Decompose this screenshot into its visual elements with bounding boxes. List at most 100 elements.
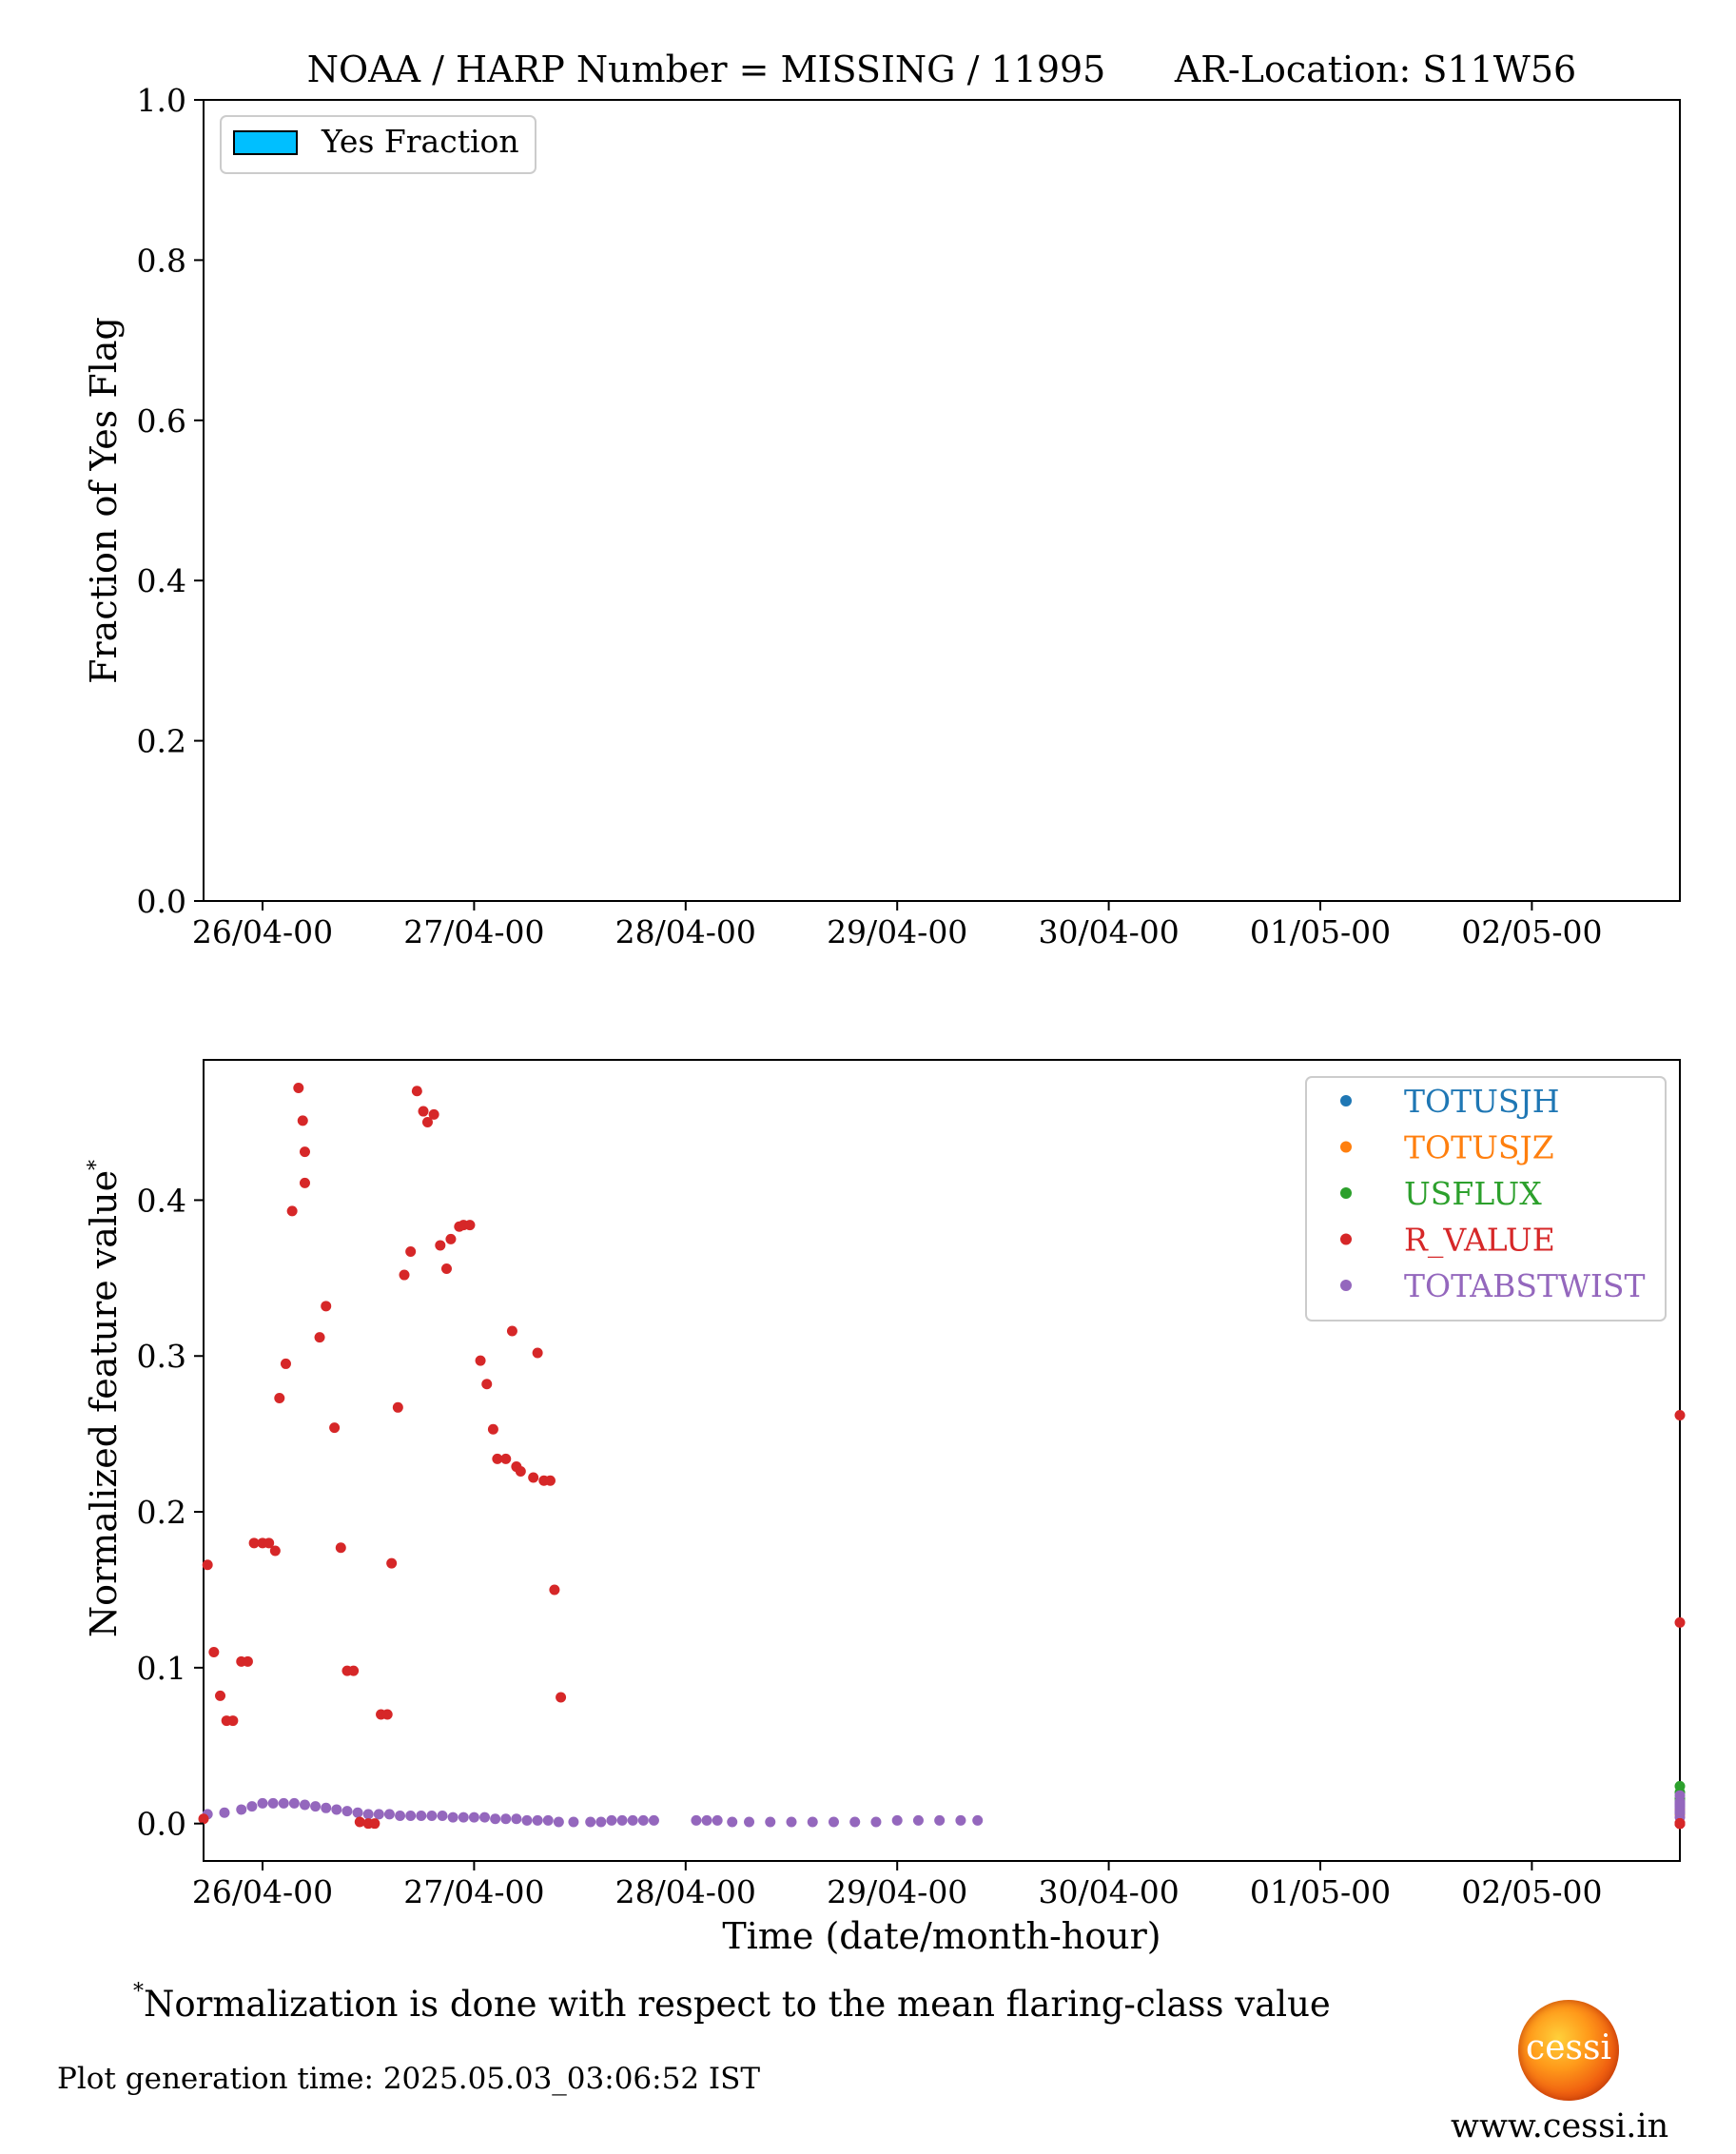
r-value-point (440, 1263, 452, 1275)
totabstwist-point (934, 1814, 946, 1826)
bottom-x-tick-label: 30/04-00 (1038, 1873, 1179, 1910)
totabstwist-point (447, 1811, 458, 1823)
bottom-legend: TOTUSJH TOTUSJZ USFLUX R_VALUE TOTABSTWIST (1305, 1076, 1667, 1322)
r-value-point (280, 1358, 291, 1369)
totabstwist-point (405, 1810, 417, 1821)
r-value-point (242, 1655, 253, 1667)
legend-marker (1340, 1095, 1352, 1106)
bottom-axes-frame (203, 1059, 1681, 1862)
totabstwist-point (727, 1816, 738, 1828)
totabstwist-point (568, 1816, 579, 1828)
totabstwist-point (331, 1804, 342, 1815)
r-value-point (215, 1690, 226, 1701)
totabstwist-point (712, 1814, 723, 1826)
totabstwist-point (616, 1814, 628, 1826)
footnote-text: Normalization is done with respect to th… (144, 1984, 1331, 2025)
totabstwist-point (637, 1814, 649, 1826)
totabstwist-point (828, 1816, 839, 1828)
r-value-point (321, 1301, 332, 1312)
totabstwist-point (511, 1813, 522, 1825)
totabstwist-point (532, 1814, 543, 1826)
r-value-point (227, 1715, 239, 1727)
r-value-point (411, 1086, 422, 1097)
legend-marker (1340, 1187, 1352, 1199)
bottom-y-tick-label: 0.0 (137, 1806, 186, 1843)
totabstwist-point (606, 1814, 617, 1826)
chart-title: NOAA / HARP Number = MISSING / 11995 AR-… (307, 49, 1576, 90)
top-y-tick-label: 1.0 (137, 82, 186, 119)
totabstwist-point (246, 1801, 258, 1812)
cessi-logo: cessi (1518, 2000, 1619, 2101)
totabstwist-point (267, 1797, 279, 1809)
r-value-point (202, 1559, 213, 1571)
r-value-point (500, 1453, 512, 1464)
r-value-point (1674, 1409, 1686, 1420)
yes-fraction-legend-label: Yes Fraction (321, 123, 519, 160)
legend-label: TOTUSJZ (1404, 1129, 1554, 1166)
top-x-tick-label: 26/04-00 (192, 913, 333, 950)
yes-fraction-swatch (233, 130, 298, 155)
yes-fraction-panel: 0.0 0.2 0.4 0.6 0.8 1.0 26/04-00 27/04-00 28/04… (83, 82, 1681, 950)
bottom-y-axis-label: Normalized feature value* (83, 1160, 125, 1637)
totabstwist-point (288, 1797, 300, 1809)
totabstwist-point (972, 1814, 984, 1826)
totabstwist-point (321, 1802, 332, 1813)
totabstwist-point (955, 1814, 966, 1826)
totabstwist-point (585, 1816, 596, 1828)
totabstwist-point (500, 1813, 512, 1825)
totabstwist-point (479, 1811, 491, 1823)
totabstwist-point (468, 1811, 479, 1823)
legend-label: USFLUX (1404, 1175, 1542, 1212)
r-value-point (405, 1245, 417, 1257)
top-x-tick-label: 27/04-00 (403, 913, 544, 950)
totabstwist-point (490, 1813, 501, 1825)
totabstwist-point (278, 1797, 289, 1809)
r-value-point (481, 1379, 493, 1390)
totabstwist-point (701, 1814, 712, 1826)
top-legend: Yes Fraction (220, 115, 536, 174)
totabstwist-point (744, 1816, 755, 1828)
top-y-tick-label: 0.0 (137, 883, 186, 920)
bottom-x-tick-label: 28/04-00 (615, 1873, 756, 1910)
bottom-x-tick-label: 26/04-00 (192, 1873, 333, 1910)
bottom-x-tick-label: 27/04-00 (403, 1873, 544, 1910)
legend-label: TOTABSTWIST (1404, 1267, 1646, 1304)
top-x-tick-label: 01/05-00 (1250, 913, 1391, 950)
plot-generation-time: Plot generation time: 2025.05.03_03:06:5… (57, 2062, 761, 2096)
totabstwist-point (416, 1810, 427, 1821)
r-value-point (198, 1813, 209, 1825)
r-value-point (248, 1537, 260, 1549)
totabstwist-point (786, 1816, 797, 1828)
totabstwist-point (648, 1814, 659, 1826)
legend-marker (1340, 1141, 1352, 1153)
totabstwist-point (310, 1801, 322, 1812)
top-y-tick-label: 0.4 (137, 562, 186, 599)
legend-marker (1340, 1233, 1352, 1245)
r-value-point (293, 1082, 304, 1093)
r-value-point (492, 1453, 503, 1464)
totabstwist-point (691, 1814, 702, 1826)
totabstwist-point (426, 1810, 438, 1821)
totabstwist-point (870, 1816, 882, 1828)
r-value-point (418, 1106, 429, 1117)
r-value-point (286, 1205, 298, 1217)
normalization-footnote: *Normalization is done with respect to t… (133, 1980, 1331, 2025)
totabstwist-point (458, 1811, 469, 1823)
r-value-point (208, 1646, 220, 1657)
totabstwist-point (807, 1816, 818, 1828)
bottom-y-axis-label-group: Normalized feature value* (83, 1160, 125, 1637)
totabstwist-point (912, 1814, 924, 1826)
r-value-point (263, 1537, 275, 1549)
totabstwist-point (849, 1816, 861, 1828)
r-value-point (556, 1692, 567, 1703)
totabstwist-point (352, 1807, 363, 1818)
totabstwist-point (627, 1814, 638, 1826)
r-value-point (354, 1816, 365, 1828)
r-value-point (421, 1117, 433, 1128)
bottom-y-tick-label: 0.1 (137, 1650, 186, 1687)
totabstwist-point (257, 1797, 268, 1809)
bottom-x-tick-label: 01/05-00 (1250, 1873, 1391, 1910)
r-value-point (475, 1355, 486, 1366)
legend-label: TOTUSJH (1404, 1083, 1560, 1120)
